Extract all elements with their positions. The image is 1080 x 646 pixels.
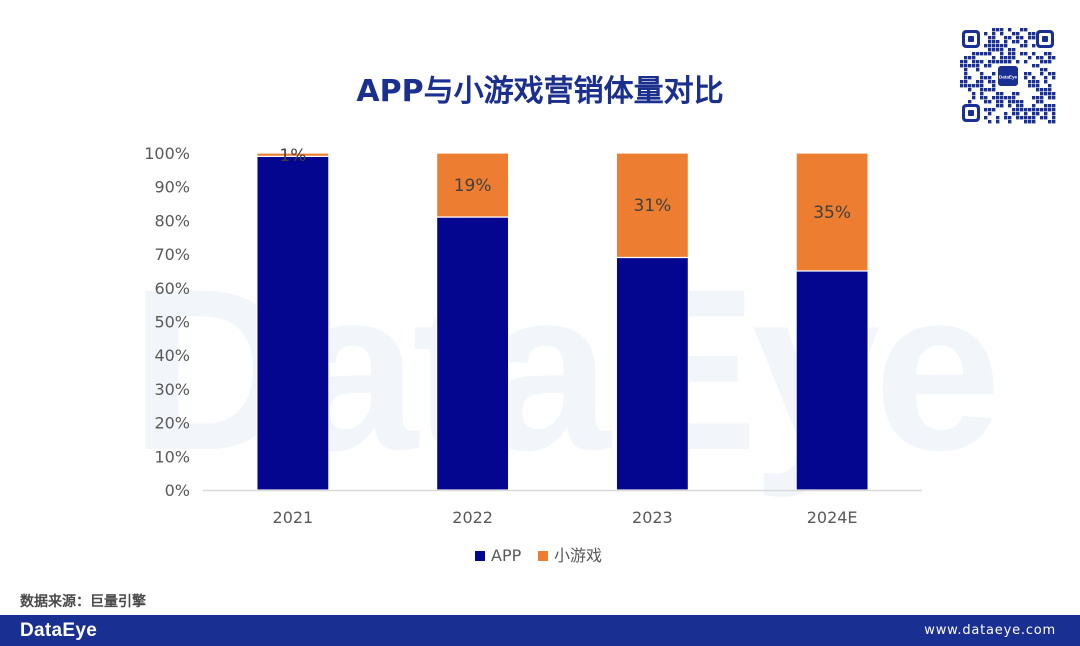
legend-label-mini-game: 小游戏 [554,546,602,565]
y-tick-label: 70% [154,245,190,264]
x-tick-label: 2023 [632,508,673,527]
qr-logo-icon [998,66,1018,86]
x-tick-label: 2024E [807,508,858,527]
y-tick-label: 20% [154,414,190,433]
data-label: 35% [813,203,851,223]
x-tick-label: 2022 [452,508,493,527]
stacked-bar-chart: 0% 10% 20% 30% 40% 50% 60% 70% 80% 90% 100% 2021 202… [144,144,922,565]
y-tick-label: 90% [154,178,190,197]
qr-finder-top-right [1036,30,1054,48]
legend-swatch-mini-game [538,551,548,561]
legend-swatch-app [475,551,485,561]
bar-mini-game [436,152,510,218]
bar-app [436,216,510,491]
legend-label-app: APP [491,546,522,565]
y-tick-label: 30% [154,380,190,399]
footer-website-link[interactable]: www.dataeye.com [924,623,1056,638]
y-tick-label: 40% [154,346,190,365]
data-label: 31% [633,196,671,216]
qr-logo-label: DataEye [999,75,1018,80]
qr-finder-bottom-left [962,104,980,122]
bar-app [256,155,330,491]
data-label: 1% [279,146,306,166]
bar-mini-game [615,152,689,259]
bar-mini-game [256,152,330,157]
x-tick-label: 2021 [273,508,314,527]
data-source: 数据来源：巨量引擎 [20,594,146,610]
qr-code: DataEye [960,28,1056,124]
data-label: 19% [454,176,492,196]
bar-app [795,270,869,491]
y-tick-label: 80% [154,211,190,230]
chart-title: APP与小游戏营销体量对比 [356,74,724,109]
y-tick-label: 50% [154,313,190,332]
y-tick-label: 60% [154,279,190,298]
y-tick-label: 10% [154,447,190,466]
qr-finder-top-left [962,30,980,48]
footer-bar: DataEye www.dataeye.com [0,615,1080,646]
bar-mini-game [795,152,869,272]
footer-logo: DataEye [20,620,98,641]
y-tick-label: 100% [144,144,190,163]
bar-app [615,256,689,491]
y-tick-label: 0% [165,481,190,500]
